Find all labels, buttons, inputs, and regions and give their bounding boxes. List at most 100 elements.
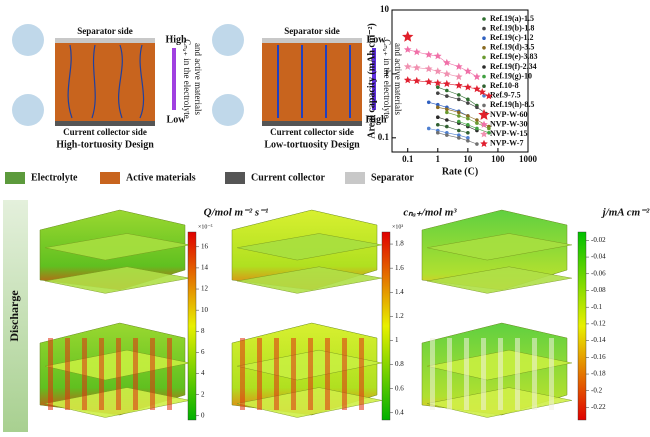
- axis-label: and active materials: [193, 43, 203, 115]
- axis-label: Cₙₐ₊ in the electrolyte: [182, 39, 192, 119]
- legend-marker: [478, 109, 490, 120]
- legend-label: NVP-W-7: [490, 139, 523, 148]
- point: [445, 107, 449, 112]
- channel: [430, 338, 435, 410]
- particle-bubble: [12, 94, 44, 126]
- point: [445, 88, 449, 93]
- colorbar-title: Q/mol m⁻² s⁻¹: [204, 207, 269, 219]
- axis-top: Low: [367, 34, 387, 45]
- point: [435, 102, 440, 107]
- side-band: [3, 200, 28, 432]
- axis-bottom: Low: [167, 114, 187, 125]
- legend-marker: [482, 26, 486, 31]
- colorbar-tick-label: -0.18: [591, 370, 606, 378]
- legend-label: Ref.19(e)-3.83: [490, 52, 538, 61]
- point: [455, 62, 463, 70]
- particle-bubble: [212, 24, 244, 56]
- point: [455, 72, 463, 81]
- gradient-arrow: [372, 48, 376, 110]
- y-tick-label: 10: [380, 4, 390, 14]
- point: [424, 64, 433, 73]
- legend-marker: [480, 120, 488, 128]
- channel: [498, 338, 503, 410]
- point: [434, 79, 442, 87]
- colorbar-tick-label: 1.2: [395, 312, 404, 320]
- point: [435, 85, 440, 89]
- colorbar-tick-label: 2: [201, 390, 205, 398]
- colorbar-tick-label: 1.4: [395, 288, 404, 296]
- x-tick-label: 100: [491, 154, 505, 164]
- top-label: Separator side: [77, 26, 133, 36]
- plot-frame: [391, 9, 529, 153]
- particle-bubble: [12, 24, 44, 56]
- legend-marker: [482, 65, 486, 69]
- axis-bottom: High: [365, 114, 387, 125]
- point: [426, 126, 431, 131]
- legend-label: Ref.19(f)-2.34: [490, 62, 537, 71]
- axis-label: and active materials: [393, 43, 403, 115]
- point: [403, 45, 412, 53]
- colorbar-tick-label: 0.6: [395, 384, 404, 392]
- point: [445, 133, 449, 137]
- colorbar-tick-label: 4: [201, 369, 205, 377]
- point: [457, 119, 461, 124]
- legend-marker: [482, 55, 486, 60]
- channel: [240, 338, 245, 410]
- point: [413, 48, 421, 56]
- colorbar-tick-label: 1.6: [395, 264, 404, 272]
- legend-marker: [480, 130, 488, 138]
- point: [435, 130, 440, 135]
- colorbar-multiplier: ×10⁻⁵: [198, 224, 213, 230]
- legend-label: Ref.19(d)-3.5: [490, 43, 534, 52]
- point: [475, 142, 479, 146]
- point: [464, 83, 472, 91]
- point: [457, 110, 461, 115]
- channel: [116, 338, 121, 410]
- legend-label: Ref.19(a)-1.5: [490, 14, 534, 23]
- legend-marker: [482, 74, 486, 79]
- point: [466, 116, 470, 121]
- point: [413, 63, 421, 71]
- schematics: [12, 24, 376, 126]
- colorbar-tick-label: 0: [201, 411, 205, 419]
- electrode-body: [55, 42, 155, 122]
- separator: [55, 38, 155, 43]
- channel: [481, 338, 486, 410]
- colorbar: [381, 231, 391, 421]
- simulation-panels: [39, 209, 573, 418]
- y-axis-label: Areal capacity (mAh cm⁻²): [366, 23, 377, 139]
- axis-label: Cₙₐ₊ in the electrolyte: [382, 39, 392, 119]
- y-tick-label: 1: [385, 68, 390, 78]
- y-tick-label: 0.1: [378, 132, 390, 142]
- channel: [99, 338, 104, 410]
- point: [457, 133, 461, 137]
- point: [466, 114, 470, 118]
- point: [413, 76, 421, 84]
- point: [435, 91, 440, 95]
- caption: High-tortuosity Design: [56, 139, 154, 150]
- legend-swatch: [100, 172, 120, 184]
- point: [473, 72, 481, 81]
- legend-swatch: [345, 172, 365, 184]
- channel: [65, 338, 70, 410]
- point: [466, 97, 470, 102]
- point: [403, 62, 412, 70]
- legend-marker: [480, 139, 488, 147]
- colorbar-tick-label: -0.1: [591, 303, 603, 311]
- legend-label: Ref.19(h)-8.5: [490, 100, 534, 109]
- legend-marker: [482, 94, 486, 98]
- point: [402, 30, 414, 42]
- point: [466, 101, 470, 105]
- colorbar-tick-label: -0.02: [591, 236, 606, 244]
- channel: [308, 338, 313, 410]
- colorbar-tick-label: 10: [201, 306, 209, 314]
- channel: [274, 338, 279, 410]
- point: [475, 121, 479, 125]
- legend-marker: [482, 84, 486, 88]
- collector: [262, 121, 362, 126]
- point: [457, 136, 461, 140]
- separator: [262, 38, 362, 43]
- colorbar-tick-label: 6: [201, 348, 205, 356]
- series-line: [437, 86, 478, 106]
- point: [443, 58, 451, 66]
